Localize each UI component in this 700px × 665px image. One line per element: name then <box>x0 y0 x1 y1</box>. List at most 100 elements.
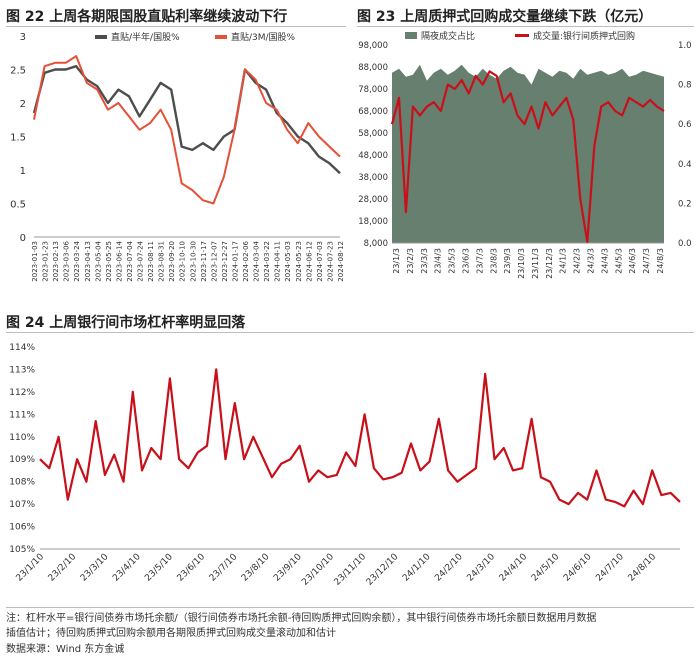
chart24-x-tick-label: 24/8/10 <box>627 552 659 584</box>
chart24-x-tick-label: 23/12/10 <box>365 552 401 588</box>
title-rule-left <box>6 26 346 27</box>
chart23-x-tick-label: 23/5/3 <box>448 248 457 274</box>
chart23-y-tick-label: 18,000 <box>358 217 388 227</box>
chart24-y-ticks: 105% 106% 107% 108% 109% 110% 111% 112% 113% 114% <box>9 343 680 555</box>
chart24-y-tick-label: 114% <box>9 343 35 353</box>
chart23-legend-label: 隔夜成交占比 <box>421 30 475 42</box>
chart24-x-ticks: 23/1/10 23/2/10 23/3/10 23/4/10 23/5/10 23/6/… <box>15 552 659 588</box>
chart22-x-tick-label: 2024-07-03 <box>316 241 324 282</box>
source-line: 数据来源：Wind 东方金诚 <box>6 644 125 655</box>
chart24-leverage-line <box>39 368 681 508</box>
chart22-x-tick-label: 2024-07-23 <box>326 241 334 282</box>
chart22-x-tick-label: 2023-07-04 <box>126 240 134 281</box>
chart22-x-tick-label: 2023-01-23 <box>42 241 50 282</box>
chart23-x-tick-label: 24/7/3 <box>642 248 651 274</box>
chart22-x-ticks: 2023-01-03 2023-01-23 2023-02-13 2023-03-06… <box>31 240 345 281</box>
chart23-x-tick-label: 24/5/3 <box>614 248 623 274</box>
chart22-x-tick-label: 2023-12-07 <box>210 241 218 282</box>
chart22-series-line <box>32 65 341 175</box>
chart23-title: 图 23 上周质押式回购成交量继续下跌（亿元） <box>357 9 653 25</box>
chart24-x-tick-label: 23/1/10 <box>15 552 47 584</box>
chart23-y-tick-label: 48,000 <box>358 151 388 161</box>
chart23-x-tick-label: 24/6/3 <box>628 248 637 274</box>
chart24-y-tick-label: 108% <box>9 478 35 488</box>
chart22-y-tick-label: 2 <box>20 99 26 110</box>
chart23-volume-series-line <box>390 70 665 243</box>
chart22-title: 图 22 上周各期限国股直贴利率继续波动下行 <box>6 9 288 25</box>
chart22-x-tick-label: 2024-05-23 <box>295 241 303 282</box>
chart24-x-tick-label: 24/2/10 <box>433 552 465 584</box>
chart23-y2-tick-label: 0.4 <box>678 160 692 170</box>
chart22-x-tick-label: 2024-08-12 <box>337 241 345 282</box>
chart23-x-tick-label: 23/9/3 <box>503 248 512 274</box>
chart22-legend-swatch <box>95 35 107 39</box>
chart24-x-tick-label: 23/3/10 <box>79 552 111 584</box>
chart23-x-tick-label: 23/7/3 <box>475 248 484 274</box>
chart23-x-tick-label: 23/4/3 <box>434 248 443 274</box>
chart22-x-tick-label: 2024-05-03 <box>284 241 292 282</box>
chart24-x-tick-label: 23/8/10 <box>240 552 272 584</box>
chart22-legend: 直贴/半年/国股% 直贴/3M/国股% <box>95 31 296 43</box>
chart22-x-tick-label: 2023-08-11 <box>147 241 155 282</box>
chart22-x-tick-label: 2024-06-12 <box>305 241 313 282</box>
chart23-x-tick-label: 24/2/3 <box>573 248 582 274</box>
chart23-legend-swatch <box>515 34 529 37</box>
chart24-y-tick-label: 112% <box>9 388 35 398</box>
chart23-y2-tick-label: 0.0 <box>678 239 692 249</box>
chart23-y-tick-label: 98,000 <box>358 41 388 51</box>
chart24-x-tick-label: 23/5/10 <box>143 552 175 584</box>
chart23-y-tick-label: 88,000 <box>358 63 388 73</box>
chart23-x-tick-label: 24/1/3 <box>559 248 568 274</box>
chart22-x-tick-label: 2023-03-06 <box>63 240 71 281</box>
chart23-x-tick-label: 24/4/3 <box>600 248 609 274</box>
chart23-x-tick-label: 24/3/3 <box>587 248 596 274</box>
chart22-x-tick-label: 2023-05-25 <box>105 241 113 282</box>
chart24-y-tick-label: 107% <box>9 500 35 510</box>
chart24-y-tick-label: 111% <box>9 410 35 420</box>
chart22-series-line <box>33 55 341 205</box>
notes-rule <box>6 607 694 608</box>
chart24-y-tick-label: 109% <box>9 455 35 465</box>
chart23-y-tick-label: 38,000 <box>358 173 388 183</box>
chart23-x-tick-label: 23/2/3 <box>406 248 415 274</box>
chart22-y-tick-label: 1 <box>20 166 26 177</box>
chart23-y-tick-label: 28,000 <box>358 195 388 205</box>
chart23-x-tick-label: 23/6/3 <box>461 248 470 274</box>
chart22-x-tick-label: 2024-03-04 <box>253 240 261 281</box>
chart24-x-tick-label: 23/11/10 <box>333 552 369 588</box>
chart22-legend-label: 直贴/3M/国股% <box>231 31 296 43</box>
chart24-x-tick-label: 24/1/10 <box>401 552 433 584</box>
title-rule-mid <box>6 332 694 333</box>
chart22-x-tick-label: 2023-05-04 <box>94 240 102 281</box>
chart23-y2-tick-label: 0.8 <box>678 81 692 91</box>
title-rule-right <box>357 26 694 27</box>
chart23-legend: 隔夜成交占比 成交量:银行间质押式回购 <box>405 30 635 42</box>
chart22-y-tick-label: 3 <box>20 32 26 43</box>
chart22-y-tick-label: 2.5 <box>10 66 26 77</box>
chart22-y-tick-label: 0.5 <box>10 200 26 211</box>
chart24-title: 图 24 上周银行间市场杠杆率明显回落 <box>6 315 246 331</box>
chart22-x-tick-label: 2023-04-13 <box>84 241 92 282</box>
chart24-x-tick-label: 23/7/10 <box>208 552 240 584</box>
chart24-x-tick-label: 23/4/10 <box>111 552 143 584</box>
chart22-x-tick-label: 2023-03-24 <box>73 240 81 281</box>
chart24-y-tick-label: 110% <box>9 433 35 443</box>
chart22-y-tick-label: 1.5 <box>10 133 26 144</box>
chart24-x-tick-label: 23/2/10 <box>47 552 79 584</box>
chart22-x-tick-label: 2024-01-17 <box>231 241 239 282</box>
chart22-legend-swatch <box>215 35 227 39</box>
chart22-x-tick-label: 2024-04-11 <box>274 241 282 282</box>
chart23-x-tick-label: 23/12/3 <box>545 248 554 279</box>
chart24-x-tick-label: 24/6/10 <box>562 552 594 584</box>
chart22-x-tick-label: 2023-10-10 <box>179 241 187 282</box>
chart22-x-tick-label: 2024-02-06 <box>242 240 250 281</box>
chart22-x-tick-label: 2023-02-13 <box>52 241 60 282</box>
chart23-y2-tick-label: 1.0 <box>678 41 692 51</box>
chart22-x-tick-label: 2023-07-24 <box>137 240 145 281</box>
chart22-x-tick-label: 2024-03-22 <box>263 241 271 282</box>
chart24-x-tick-label: 23/9/10 <box>272 552 304 584</box>
chart22-x-tick-label: 2023-01-03 <box>31 241 39 282</box>
chart23-x-tick-label: 23/8/3 <box>489 248 498 274</box>
chart22-x-tick-label: 2023-09-20 <box>168 241 176 282</box>
chart22-x-tick-label: 2023-11-17 <box>200 241 208 282</box>
